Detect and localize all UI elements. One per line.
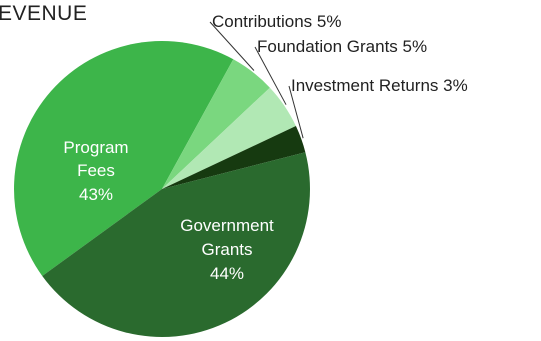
slice-label-contributions: Contributions 5% <box>212 12 341 31</box>
pie-slices <box>14 41 310 337</box>
slice-label-investment-returns: Investment Returns 3% <box>291 76 468 95</box>
slice-label-foundation-grants: Foundation Grants 5% <box>257 37 427 56</box>
chart-title: EVENUE <box>0 2 87 25</box>
